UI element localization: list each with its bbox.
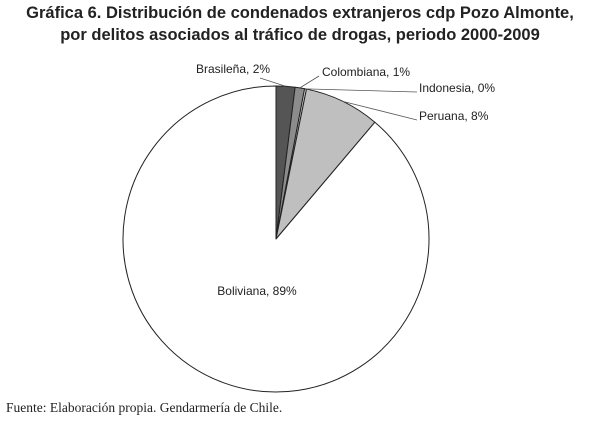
pie-leader-lines: [259, 75, 418, 121]
pie-slices: [122, 85, 430, 393]
pie-leader-line-1: [299, 75, 320, 89]
pie-label-1: Colombiana, 1%: [322, 65, 410, 79]
pie-leader-line-0: [259, 77, 286, 87]
pie-label-2: Indonesia, 0%: [419, 81, 495, 95]
pie-label-0: Brasileña, 2%: [196, 62, 270, 76]
pie-labels: Brasileña, 2% Colombiana, 1% Indonesia, 0%…: [196, 62, 495, 298]
chart-title: Gráfica 6. Distribución de condenados ex…: [0, 2, 600, 46]
pie-leader-line-3: [342, 100, 418, 121]
pie-label-3: Peruana, 8%: [419, 109, 489, 123]
source-note: Fuente: Elaboración propia. Gendarmería …: [6, 400, 283, 415]
pie-leader-line-2: [305, 88, 418, 93]
pie-label-4: Boliviana, 89%: [217, 284, 297, 298]
pie-slice-4: [122, 85, 430, 393]
chart-title-line-2: por delitos asociados al tráfico de drog…: [60, 26, 540, 44]
chart-title-line-1: Gráfica 6. Distribución de condenados ex…: [26, 4, 574, 22]
